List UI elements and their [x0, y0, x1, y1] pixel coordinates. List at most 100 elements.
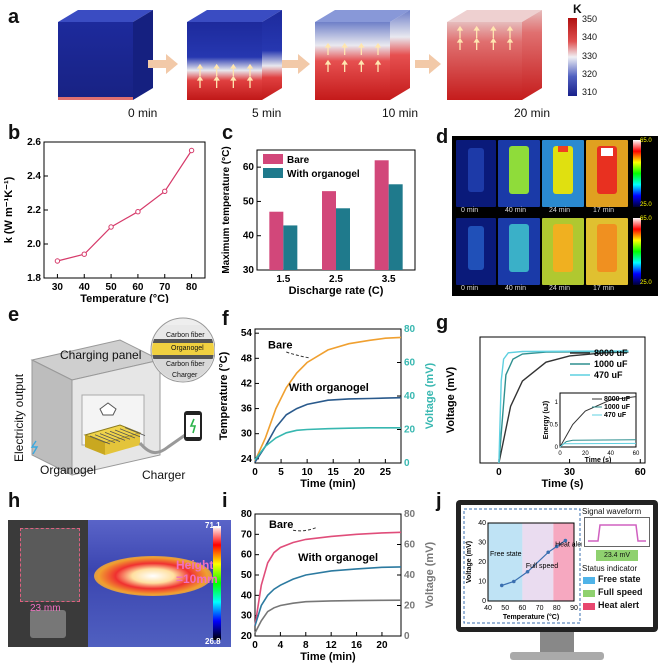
y-tick-label: 60 [243, 162, 255, 173]
x-tick-label: 5 [278, 467, 284, 478]
x-tick-label: 60 [519, 605, 527, 612]
x-tick-label: 70 [536, 605, 544, 612]
x-tick-label: 1.5 [276, 274, 290, 285]
panel-a-cubes [58, 10, 577, 100]
y-axis-label: Temperature (°C) [218, 351, 230, 440]
organogel-block [83, 424, 146, 455]
series-voltage [254, 599, 402, 634]
signal-waveform-title: Signal waveform [582, 507, 642, 516]
thermal-time-bottom-2: 24 min [549, 285, 571, 292]
thermal-time-top-2: 24 min [549, 207, 571, 214]
electricity-output-label: Electricity output [12, 373, 26, 462]
axis-frame [43, 141, 206, 279]
heat-arrow-head [490, 37, 497, 43]
panel-label-h: h [8, 490, 21, 512]
series-with-organogel [254, 566, 402, 627]
thermal-bottom-40 [498, 218, 540, 285]
heat-arrow-head [230, 63, 237, 69]
annotation-bare: Bare [269, 519, 293, 531]
height-label: Height =10mm [176, 558, 218, 586]
x-tick-label: 80 [186, 282, 198, 293]
bar-bare [269, 211, 284, 270]
legend-label: Bare [287, 155, 310, 166]
legend-label: 8000 uF [594, 348, 628, 358]
x-tick-label: 80 [553, 605, 561, 612]
cube-10min [315, 10, 410, 100]
annotation-bare: Bare [268, 340, 292, 352]
series-8000-uF [498, 351, 629, 464]
axis-frame [559, 392, 637, 448]
y-tick-label: 70 [241, 529, 253, 540]
x-tick-label: 8 [303, 640, 309, 651]
monitor-base [510, 652, 604, 660]
cube-20min [447, 10, 542, 100]
y-tick-label: 60 [241, 550, 253, 561]
y-tick-label: 48 [241, 353, 253, 364]
data-point [108, 224, 114, 230]
bar-with-organogel [283, 225, 298, 270]
inner-frame [463, 508, 581, 624]
heat-arrow-head [324, 42, 332, 48]
heat-arrow-head [246, 63, 254, 69]
zone-heat [553, 523, 574, 601]
inset-x-label: Time (s) [585, 457, 612, 464]
fiber-line [104, 432, 126, 441]
colorbar-unit: K [573, 2, 582, 16]
time-label-10: 10 min [382, 106, 419, 120]
series-voltage [254, 427, 401, 461]
inset-y-tick: 1 [555, 400, 559, 406]
y2-tick-label: 60 [404, 540, 416, 551]
inset-y-tick: 0.5 [550, 423, 559, 429]
charging-bolt-icon [189, 418, 197, 434]
y-tick-label: 1.8 [27, 273, 41, 284]
y-tick-label: 40 [243, 231, 255, 242]
inset-legend-label: 470 uF [604, 412, 627, 419]
heat-arrow-head [374, 42, 382, 48]
data-point [512, 579, 516, 584]
colorbar-tick-330: 330 [582, 51, 598, 61]
annotation-leader [286, 351, 311, 359]
colorbar-tick-350: 350 [582, 14, 598, 24]
layer-carbon-fiber-bottom: Carbon fiber [166, 361, 205, 368]
inset-x-tick: 40 [607, 451, 614, 457]
status-indicator-title: Status indicator [582, 564, 638, 573]
axis-frame [479, 336, 646, 464]
y2-tick-label: 40 [404, 570, 416, 581]
heat-arrow-head [230, 75, 237, 81]
x-tick-label: 12 [326, 640, 338, 651]
inset-series [559, 442, 637, 448]
thermal-scale-max-bottom: 65.0 [640, 216, 652, 222]
fiber-line [119, 428, 141, 438]
legend-swatch-heat [583, 603, 595, 610]
heat-arrow-head [374, 59, 382, 65]
panel-label-g: g [436, 312, 449, 334]
x-tick-label: 20 [354, 467, 366, 478]
panel-label-c: c [222, 122, 234, 144]
series-bare [254, 336, 402, 462]
x-tick-label: 40 [484, 605, 492, 612]
x-tick-label: 3.5 [382, 274, 396, 285]
x-tick-label: 25 [380, 467, 392, 478]
thermal-max: 71.1 [205, 521, 221, 530]
heat-arrow-head [456, 25, 464, 31]
axis-frame [487, 522, 575, 602]
inset-legend-label: 8000 uF [604, 396, 631, 403]
bar-with-organogel [336, 208, 350, 270]
voltage-badge: 23.4 mV [596, 550, 638, 561]
series-470-uF [498, 350, 629, 464]
y2-tick-label: 0 [404, 631, 410, 642]
thermal-scale-top [633, 140, 641, 207]
legend-swatch [263, 168, 283, 178]
data-point [162, 188, 168, 194]
inset-y-tick: 0 [555, 445, 559, 451]
time-label-20: 20 min [514, 106, 551, 120]
progression-arrows [148, 54, 441, 74]
x-tick-label: 15 [328, 467, 340, 478]
x-axis-label: Temperature (°C) [503, 613, 559, 621]
x-tick-label: 0 [252, 640, 258, 651]
x-axis-label: Temperature (°C) [80, 293, 169, 303]
y-tick-label: 30 [241, 611, 253, 622]
circuit-board-photo [8, 520, 88, 647]
heat-arrow-head [341, 42, 348, 48]
